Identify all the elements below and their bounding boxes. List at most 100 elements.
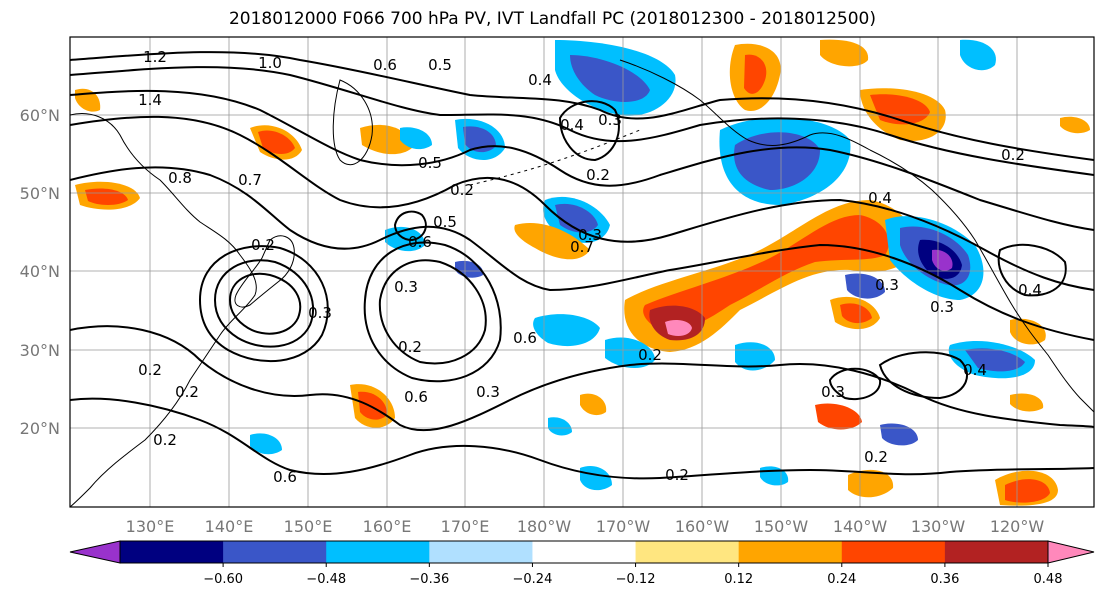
pv-contour xyxy=(70,115,1094,291)
positive-anomaly-bc-coast-core xyxy=(870,94,930,125)
longitude-labels: 130°E 140°E 150°E 160°E 170°E 180°W 170°W 160°W… xyxy=(126,517,1045,536)
longitude-label: 170°W xyxy=(596,517,651,536)
colorbar-segment xyxy=(429,541,533,563)
positive-anomaly-south-east xyxy=(815,403,862,430)
colorbar-segment xyxy=(120,541,224,563)
contour-label: 0.2 xyxy=(398,338,422,356)
pv-contour xyxy=(997,243,1067,297)
contour-label: 0.6 xyxy=(404,388,428,406)
contour-label: 1.4 xyxy=(138,91,162,109)
positive-anomaly-subtropical-west-core xyxy=(358,391,388,420)
contour-label: 0.4 xyxy=(528,71,552,89)
pv-contour xyxy=(828,367,882,400)
colorbar-segment xyxy=(841,541,946,563)
colorbar-tick-label: 0.36 xyxy=(930,572,959,587)
negative-anomaly-gulf-of-alaska-core xyxy=(570,55,650,102)
colorbar-tick-label: −0.24 xyxy=(513,572,553,587)
contour-label: 0.4 xyxy=(1018,281,1042,299)
colorbar-max-extension xyxy=(1047,540,1095,564)
longitude-label: 160°W xyxy=(675,517,730,536)
contour-label: 0.3 xyxy=(394,278,418,296)
pv-contour xyxy=(70,397,1094,480)
longitude-label: 130°E xyxy=(126,517,175,536)
negative-anomaly-tropical-west xyxy=(250,433,282,455)
contour-label: 0.2 xyxy=(175,383,199,401)
contour-label: 0.2 xyxy=(638,346,662,364)
colorbar-segment xyxy=(944,541,1049,563)
contour-label: 0.4 xyxy=(868,189,892,207)
negative-anomaly-tropical-central xyxy=(580,465,612,491)
coastline-north-america xyxy=(869,149,1094,413)
positive-anomaly-gulf-coast xyxy=(1010,393,1044,412)
negative-anomaly-hawaii xyxy=(605,337,655,369)
pv-contour xyxy=(213,259,315,348)
latitude-label: 60°N xyxy=(20,106,60,125)
negative-anomaly-north-canada xyxy=(960,39,996,71)
colorbar-tick-label: −0.60 xyxy=(203,572,243,587)
contour-label: 0.5 xyxy=(433,213,457,231)
colorbar-segment xyxy=(635,541,740,563)
contour-label: 0.3 xyxy=(821,383,845,401)
contour-label: 0.3 xyxy=(930,298,954,316)
longitude-label: 140°W xyxy=(833,517,888,536)
pv-contour xyxy=(70,66,1094,176)
positive-anomaly-alaska-core xyxy=(744,54,767,94)
positive-anomaly-japan-north xyxy=(360,124,412,155)
latitude-label: 20°N xyxy=(20,419,60,438)
pv-contour xyxy=(378,259,487,365)
pv-contour xyxy=(558,100,620,162)
negative-anomaly-subtropical xyxy=(533,314,600,347)
longitude-label: 170°E xyxy=(441,517,490,536)
contour-label: 0.2 xyxy=(251,236,275,254)
longitude-label: 160°E xyxy=(363,517,412,536)
contour-label: 0.3 xyxy=(598,111,622,129)
coastline-asia xyxy=(70,113,257,507)
colorbar-segment xyxy=(223,541,327,563)
positive-anomaly-far-east xyxy=(1060,116,1090,134)
colorbar-segment xyxy=(738,541,843,563)
positive-anomaly-tropical-central xyxy=(580,393,607,416)
contour-label: 0.3 xyxy=(875,276,899,294)
longitude-label: 180°W xyxy=(517,517,572,536)
contour-label: 0.2 xyxy=(665,466,689,484)
longitude-label: 150°W xyxy=(754,517,809,536)
pv-contours xyxy=(70,51,1094,480)
colorbar-segment xyxy=(326,541,430,563)
contour-label: 0.2 xyxy=(1001,146,1025,164)
positive-anomaly-siberia-core xyxy=(258,130,295,155)
pv-contour xyxy=(198,245,329,363)
map-panel: 1.2 1.0 0.6 0.51.40.40.8 0.70.50.20.60.50.30… xyxy=(69,36,1095,508)
contour-label: 0.6 xyxy=(408,233,432,251)
contour-label: 0.7 xyxy=(238,171,262,189)
coastline-japan xyxy=(234,235,295,308)
colorbar-tick-label: −0.12 xyxy=(616,572,656,587)
negative-anomaly-east-central xyxy=(735,342,775,371)
contour-label: 0.4 xyxy=(963,361,987,379)
contour-label: 0.2 xyxy=(153,431,177,449)
coastline-kamchatka xyxy=(332,79,373,166)
positive-anomaly-east-central-core xyxy=(840,303,872,324)
contour-label: 0.6 xyxy=(373,56,397,74)
contour-label: 0.8 xyxy=(168,169,192,187)
pv-contour xyxy=(878,351,969,400)
positive-anomaly-north-canada xyxy=(820,39,869,67)
negative-anomaly-southwest-core xyxy=(965,348,1025,372)
coastline-alaska xyxy=(619,59,871,151)
pv-contour xyxy=(70,325,1094,432)
negative-anomaly-central-pacific-core xyxy=(555,203,598,233)
contour-label: 0.7 xyxy=(570,238,594,256)
map-frame xyxy=(69,36,1095,508)
colorbar-tick-label: −0.48 xyxy=(306,572,346,587)
positive-ivt-peak xyxy=(665,320,692,336)
pv-contour xyxy=(228,272,302,335)
negative-anomaly-west-coast-peak xyxy=(932,249,953,271)
colorbar-tick-label: 0.12 xyxy=(724,572,753,587)
contour-label: 0.6 xyxy=(513,329,537,347)
positive-anomaly-tropical xyxy=(848,469,894,498)
contour-label: 0.5 xyxy=(428,56,452,74)
contour-label: 0.3 xyxy=(308,304,332,322)
contour-label: 0.3 xyxy=(578,226,602,244)
negative-anomaly-tropical-mid xyxy=(548,417,572,436)
contour-label: 0.6 xyxy=(273,468,297,486)
